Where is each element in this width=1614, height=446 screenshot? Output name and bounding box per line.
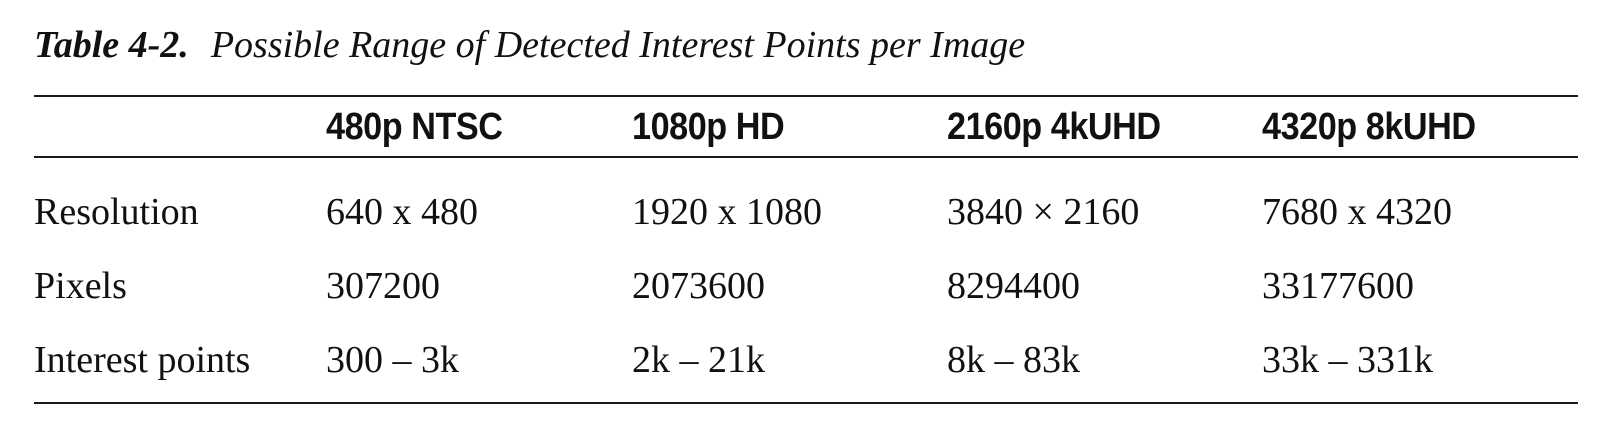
table-cell: 640 x 480 [326,191,478,233]
column-header-480p: 480p NTSC [326,106,503,148]
column-header-1080p: 1080p HD [632,106,785,148]
table-caption-label: Table 4-2. [34,24,189,66]
table-top-rule [34,95,1578,97]
table-cell: 8294400 [947,265,1080,307]
table-cell: 7680 x 4320 [1262,191,1452,233]
table-caption: Table 4-2. Possible Range of Detected Int… [34,22,1025,68]
table-cell: 2073600 [632,265,765,307]
table-cell: 8k – 83k [947,339,1080,381]
row-label-interest-points: Interest points [34,339,251,381]
column-header-4320p: 4320p 8kUHD [1262,106,1476,148]
table-cell: 300 – 3k [326,339,459,381]
table-header-rule [34,156,1578,158]
table-cell: 1920 x 1080 [632,191,822,233]
table-cell: 2k – 21k [632,339,765,381]
table-bottom-rule [34,402,1578,404]
table-cell: 307200 [326,265,440,307]
table-cell: 3840 × 2160 [947,191,1140,233]
table-cell: 33177600 [1262,265,1414,307]
table-caption-title: Possible Range of Detected Interest Poin… [210,24,1026,66]
row-label-pixels: Pixels [34,265,127,307]
row-label-resolution: Resolution [34,191,199,233]
table-cell: 33k – 331k [1262,339,1433,381]
column-header-2160p: 2160p 4kUHD [947,106,1161,148]
